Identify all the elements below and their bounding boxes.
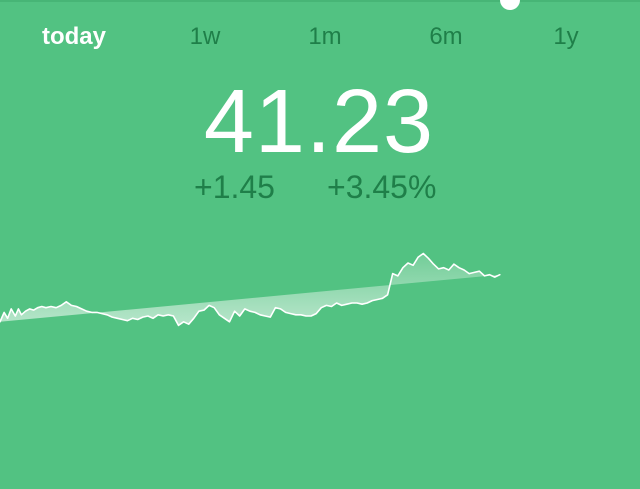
chart-price-line: [0, 252, 501, 327]
tab-1w[interactable]: 1w: [189, 23, 221, 50]
tab-1y[interactable]: 1y: [553, 23, 579, 50]
tab-1m[interactable]: 1m: [308, 23, 342, 50]
range-tabs: today 1w 1m 6m 1y: [0, 22, 640, 58]
chart-area-fill: [0, 253, 500, 326]
top-border: [0, 0, 640, 2]
price-change: +1.45: [194, 169, 275, 205]
current-point-marker[interactable]: [500, 0, 520, 10]
current-price: 41.23: [203, 72, 435, 172]
tab-6m[interactable]: 6m: [429, 23, 463, 50]
tab-today[interactable]: today: [41, 23, 107, 50]
price-change-percent: +3.45%: [327, 169, 437, 205]
